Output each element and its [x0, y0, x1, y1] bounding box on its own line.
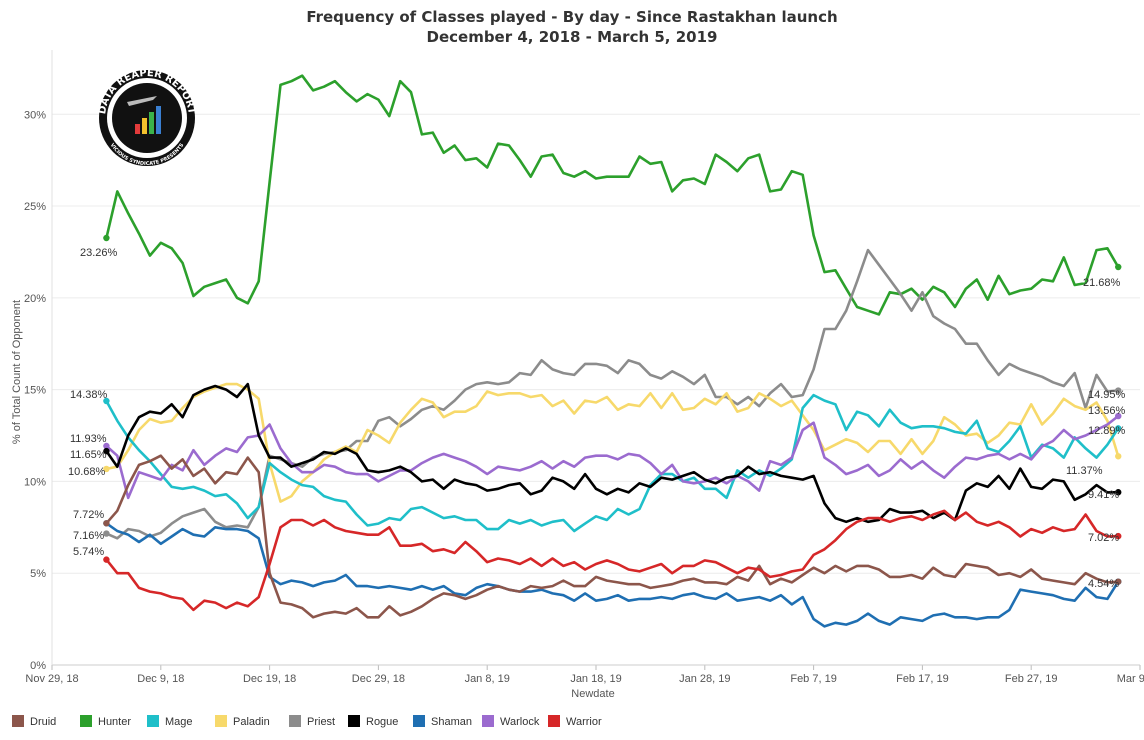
legend-swatch-warrior — [548, 715, 560, 727]
legend-swatch-shaman — [413, 715, 425, 727]
end-value-label: 12.89% — [1088, 425, 1126, 437]
x-tick-label: Jan 28, 19 — [679, 673, 730, 685]
x-tick-label: Dec 29, 18 — [352, 673, 405, 685]
logo-bar-icon — [135, 124, 140, 134]
legend-swatch-paladin — [215, 715, 227, 727]
chart-title: Frequency of Classes played - By day - S… — [306, 8, 837, 26]
end-point-priest — [1115, 387, 1122, 394]
y-tick-label: 5% — [30, 568, 46, 580]
y-axis-label: % of Total Count of Opponent — [11, 300, 23, 444]
legend-label-paladin: Paladin — [233, 716, 270, 728]
legend: Druid Hunter Mage Paladin Priest Rogue Shaman W… — [12, 715, 602, 728]
x-axis-ticks: Nov 29, 18 Dec 9, 18 Dec 19, 18 Dec 29, 18 J… — [25, 665, 1144, 685]
y-tick-label: 25% — [24, 201, 46, 213]
end-point-paladin — [1115, 453, 1122, 460]
series-group — [103, 74, 1122, 628]
series-line-shaman — [105, 521, 1120, 628]
legend-label-priest: Priest — [307, 716, 335, 728]
end-value-label: 13.56% — [1088, 405, 1126, 417]
legend-label-warlock: Warlock — [500, 716, 540, 728]
legend-label-druid: Druid — [30, 716, 56, 728]
x-tick-label: Nov 29, 18 — [25, 673, 78, 685]
legend-swatch-priest — [289, 715, 301, 727]
start-point-warlock — [103, 442, 110, 450]
end-labels: 23.26% 14.38% 11.93% 11.65% 10.68% 7.72% 7.16%… — [68, 247, 1126, 590]
x-tick-label: Jan 18, 19 — [570, 673, 621, 685]
start-value-label: 11.93% — [70, 433, 107, 445]
x-tick-label: Mar 9, 19 — [1117, 673, 1144, 685]
start-value-label: 5.74% — [73, 546, 104, 558]
start-value-label: 14.38% — [70, 389, 108, 401]
legend-label-mage: Mage — [165, 716, 193, 728]
end-value-label: 7.02% — [1088, 532, 1119, 544]
logo-bar-icon — [142, 118, 147, 134]
data-reaper-logo: DATA REAPER REPORT VICIOUS SYNDICATE PRE… — [97, 68, 197, 167]
y-tick-label: 0% — [30, 660, 46, 672]
x-tick-label: Feb 27, 19 — [1005, 673, 1058, 685]
series-line-warrior — [105, 509, 1120, 612]
start-point-priest — [103, 530, 110, 537]
logo-bar-icon — [156, 106, 161, 134]
gridlines — [52, 113, 1140, 666]
y-tick-label: 15% — [24, 385, 46, 397]
end-point-warrior — [1115, 532, 1122, 540]
end-point-druid — [1115, 578, 1122, 585]
end-value-label: 9.41% — [1088, 489, 1119, 501]
x-tick-label: Feb 17, 19 — [896, 673, 949, 685]
end-point-hunter — [1115, 263, 1122, 271]
legend-swatch-mage — [147, 715, 159, 727]
x-tick-label: Feb 7, 19 — [790, 673, 836, 685]
end-value-label: 21.68% — [1083, 277, 1121, 289]
scythe-icon — [127, 96, 157, 106]
legend-swatch-warlock — [482, 715, 494, 727]
x-axis-label: Newdate — [571, 688, 614, 700]
x-tick-label: Dec 19, 18 — [243, 673, 296, 685]
start-value-label: 7.16% — [73, 530, 104, 542]
end-point-mage — [1115, 425, 1122, 432]
y-tick-label: 10% — [24, 476, 46, 488]
legend-label-rogue: Rogue — [366, 716, 398, 728]
end-point-warlock — [1115, 412, 1122, 420]
series-line-priest — [105, 248, 1120, 540]
start-value-label: 10.68% — [68, 466, 106, 478]
legend-label-warrior: Warrior — [566, 716, 602, 728]
series-line-paladin — [105, 382, 1120, 503]
legend-label-shaman: Shaman — [431, 716, 472, 728]
series-line-mage — [105, 393, 1120, 533]
end-value-label: 11.37% — [1066, 465, 1103, 477]
end-point-rogue — [1115, 489, 1122, 496]
y-tick-label: 30% — [24, 109, 46, 121]
legend-swatch-hunter — [80, 715, 92, 727]
y-tick-label: 20% — [24, 293, 46, 305]
legend-swatch-druid — [12, 715, 24, 727]
start-point-mage — [103, 397, 110, 405]
y-axis-ticks: 0% 5% 10% 15% 20% 25% 30% — [24, 109, 46, 672]
legend-label-hunter: Hunter — [98, 716, 131, 728]
start-value-label: 7.72% — [73, 509, 104, 521]
x-tick-label: Jan 8, 19 — [465, 673, 510, 685]
start-point-druid — [103, 520, 110, 527]
start-value-label: 23.26% — [80, 247, 118, 259]
series-line-druid — [105, 454, 1120, 619]
end-value-label: 4.54% — [1088, 578, 1119, 590]
series-line-hunter — [105, 74, 1120, 316]
series-line-warlock — [105, 414, 1120, 500]
start-value-label: 11.65% — [70, 449, 107, 461]
legend-swatch-rogue — [348, 715, 360, 727]
start-point-rogue — [103, 447, 110, 455]
start-point-paladin — [103, 465, 110, 473]
end-value-label: 14.95% — [1088, 389, 1126, 401]
chart-subtitle: December 4, 2018 - March 5, 2019 — [427, 28, 718, 46]
start-point-hunter — [103, 234, 110, 242]
start-point-warrior — [103, 556, 110, 563]
x-tick-label: Dec 9, 18 — [137, 673, 184, 685]
logo-bar-icon — [149, 112, 154, 134]
